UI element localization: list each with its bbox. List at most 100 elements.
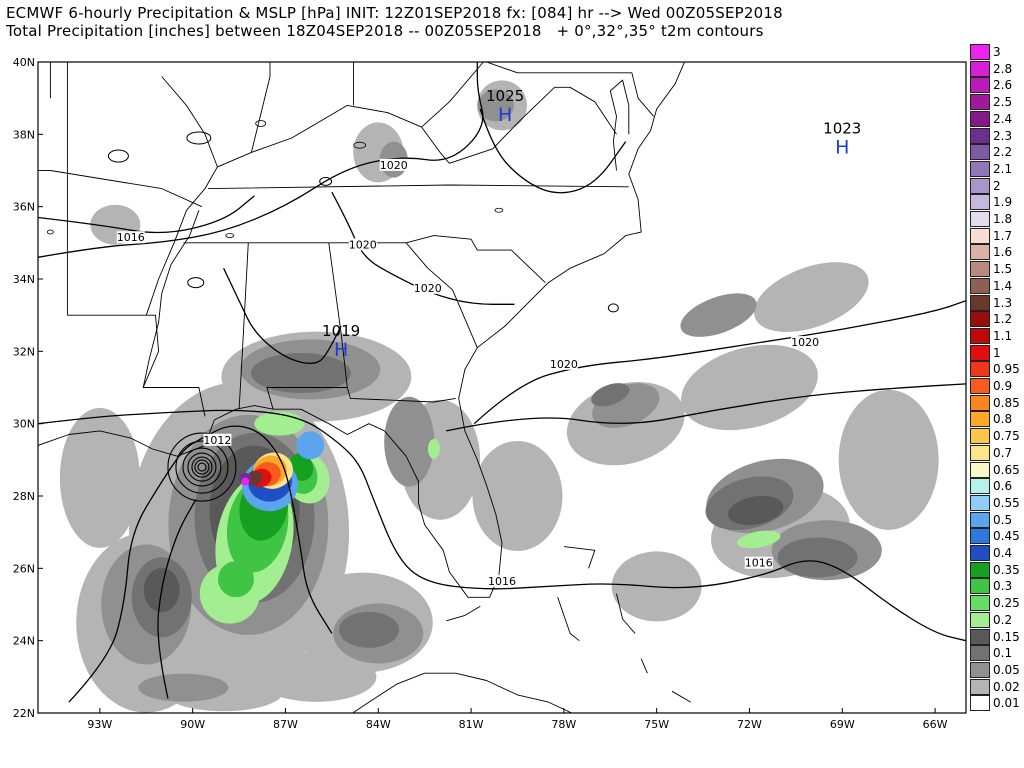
- legend-label: 1.9: [993, 195, 1013, 210]
- precip-cell: [727, 495, 784, 526]
- legend-swatch: [970, 628, 990, 645]
- legend-swatch: [970, 277, 990, 294]
- legend-label: 0.55: [993, 495, 1020, 510]
- legend-entry: 1.8: [968, 211, 1024, 227]
- legend-entry: 1.4: [968, 277, 1024, 294]
- legend-entry: 1.2: [968, 311, 1024, 328]
- pressure-center-value: 1019: [322, 322, 360, 340]
- closed-isobar: [107, 149, 129, 163]
- lon-tick-label: 90W: [180, 718, 205, 731]
- isobar-line: [68, 425, 333, 703]
- coastline: [449, 86, 617, 164]
- precip-cell: [59, 407, 140, 548]
- legend-swatch: [970, 344, 990, 361]
- legend-entry: 0.95: [968, 361, 1024, 378]
- lat-tick-label: 28N: [13, 490, 35, 503]
- legend-swatch: [970, 678, 990, 695]
- legend-entry: 2.1: [968, 160, 1024, 177]
- legend-entry: 1.5: [968, 261, 1024, 278]
- legend-label: 1.6: [993, 245, 1013, 260]
- lon-tick-label: 87W: [273, 718, 298, 731]
- coastline: [142, 210, 200, 388]
- legend-label: 0.6: [993, 479, 1013, 494]
- legend-entry: 1.3: [968, 294, 1024, 311]
- isobar-label: 1020: [380, 159, 408, 172]
- legend-entry: 2.4: [968, 110, 1024, 127]
- isobar-line: [223, 267, 342, 365]
- isobar-label: 1020: [349, 238, 377, 251]
- legend-entry: 0.65: [968, 461, 1024, 478]
- legend-label: 2.2: [993, 145, 1013, 160]
- legend-swatch: [970, 311, 990, 328]
- legend-label: 2: [993, 178, 1001, 193]
- legend-swatch: [970, 94, 990, 111]
- legend-swatch: [970, 227, 990, 244]
- legend-entry: 0.6: [968, 478, 1024, 495]
- lat-tick-label: 22N: [13, 707, 35, 720]
- lat-tick-label: 40N: [13, 56, 35, 69]
- legend-swatch: [970, 127, 990, 144]
- coastline: [238, 242, 249, 410]
- legend-label: 1: [993, 345, 1001, 360]
- legend-swatch: [970, 511, 990, 528]
- legend-label: 0.9: [993, 379, 1013, 393]
- legend-label: 3: [993, 45, 1001, 59]
- legend-swatch: [970, 194, 990, 211]
- legend-entry: 0.7: [968, 444, 1024, 461]
- legend-label: 0.2: [993, 612, 1013, 627]
- legend-label: 1.8: [993, 212, 1013, 226]
- isobar-label: 1020: [791, 336, 819, 349]
- coastline: [145, 76, 218, 316]
- precip-cell: [384, 396, 435, 487]
- legend-label: 2.5: [993, 95, 1013, 110]
- isobar-label-bg: [744, 556, 773, 569]
- legend-label: 0.01: [993, 696, 1020, 711]
- legend-swatch: [970, 110, 990, 127]
- legend-label: 2.6: [993, 78, 1013, 93]
- lon-tick-label: 66W: [923, 718, 948, 731]
- isobar-line: [38, 195, 255, 234]
- coastline: [616, 593, 636, 634]
- lon-tick-label: 81W: [459, 718, 484, 731]
- legend-label: 0.25: [993, 596, 1020, 611]
- legend-swatch: [970, 211, 990, 227]
- lon-tick-label: 72W: [737, 718, 762, 731]
- coastline: [446, 605, 481, 622]
- legend-label: 0.65: [993, 462, 1020, 477]
- legend-entry: 1.1: [968, 327, 1024, 344]
- coastline: [486, 62, 654, 117]
- legend-label: 1.3: [993, 295, 1013, 310]
- map-frame: [37, 61, 967, 714]
- legend-swatch: [970, 244, 990, 261]
- isobar-line: [446, 383, 966, 432]
- legend-entry: 0.15: [968, 628, 1024, 645]
- coastline: [38, 62, 685, 598]
- legend-swatch: [970, 144, 990, 161]
- legend-swatch: [970, 611, 990, 628]
- storm-isobar-ring: [175, 440, 229, 494]
- storm-isobar-ring: [194, 459, 210, 475]
- pressure-center-value: 1023: [823, 120, 861, 138]
- legend-label: 1.1: [993, 328, 1013, 343]
- legend-swatch: [970, 545, 990, 561]
- isobar-line: [157, 499, 197, 699]
- lat-tick-label: 38N: [13, 128, 35, 141]
- isobar-contours: [38, 62, 966, 703]
- legend-entry: 0.05: [968, 661, 1024, 678]
- precip-cell: [256, 651, 377, 702]
- legend-swatch: [970, 528, 990, 545]
- storm-isobar-ring: [187, 452, 217, 482]
- map-title-line1: ECMWF 6-hourly Precipitation & MSLP [hPa…: [6, 4, 783, 22]
- legend-entry: 0.9: [968, 378, 1024, 394]
- legend-label: 2.4: [993, 111, 1013, 126]
- precip-cell: [241, 477, 250, 486]
- map-plot-area: 1020 1016 1020 1020 1020 1020 1012 1016 1016 102…: [38, 62, 966, 713]
- legend-swatch: [970, 561, 990, 578]
- precip-cell: [477, 89, 514, 122]
- precip-cell: [254, 411, 305, 436]
- precip-cell: [777, 537, 858, 578]
- coastline: [67, 314, 206, 417]
- legend-label: 0.95: [993, 362, 1020, 377]
- precip-cell: [737, 530, 781, 549]
